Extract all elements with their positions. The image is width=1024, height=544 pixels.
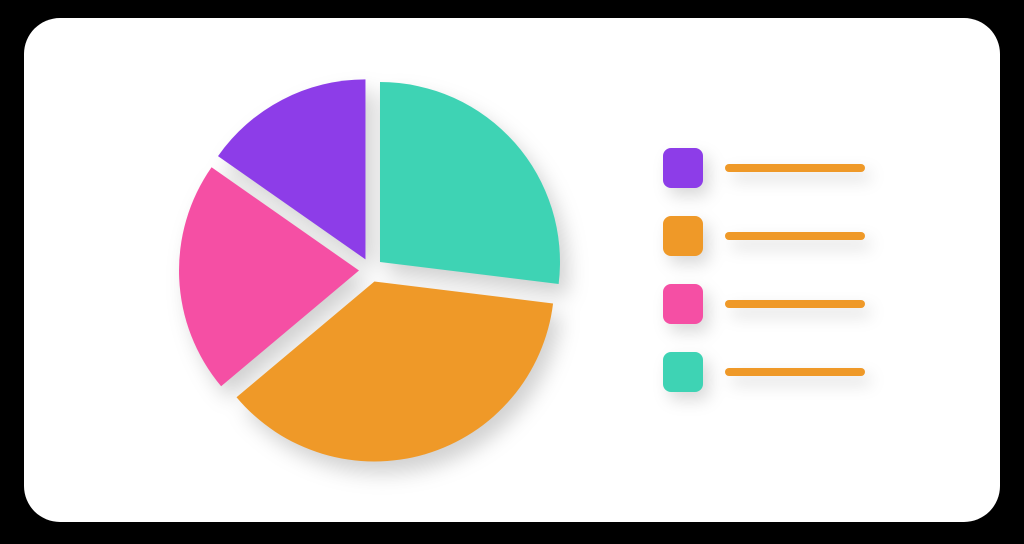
pie-slice-teal: [380, 82, 560, 284]
legend-row-0: [663, 148, 865, 188]
legend-row-2: [663, 284, 865, 324]
pie-chart: [159, 58, 583, 482]
legend-line: [725, 368, 865, 376]
legend-line: [725, 300, 865, 308]
legend-swatch: [663, 216, 703, 256]
legend: [663, 148, 865, 392]
legend-line: [725, 164, 865, 172]
chart-content: [159, 58, 865, 482]
legend-row-1: [663, 216, 865, 256]
legend-swatch: [663, 284, 703, 324]
legend-swatch: [663, 352, 703, 392]
legend-row-3: [663, 352, 865, 392]
legend-line: [725, 232, 865, 240]
legend-swatch: [663, 148, 703, 188]
chart-card: [24, 18, 1000, 522]
